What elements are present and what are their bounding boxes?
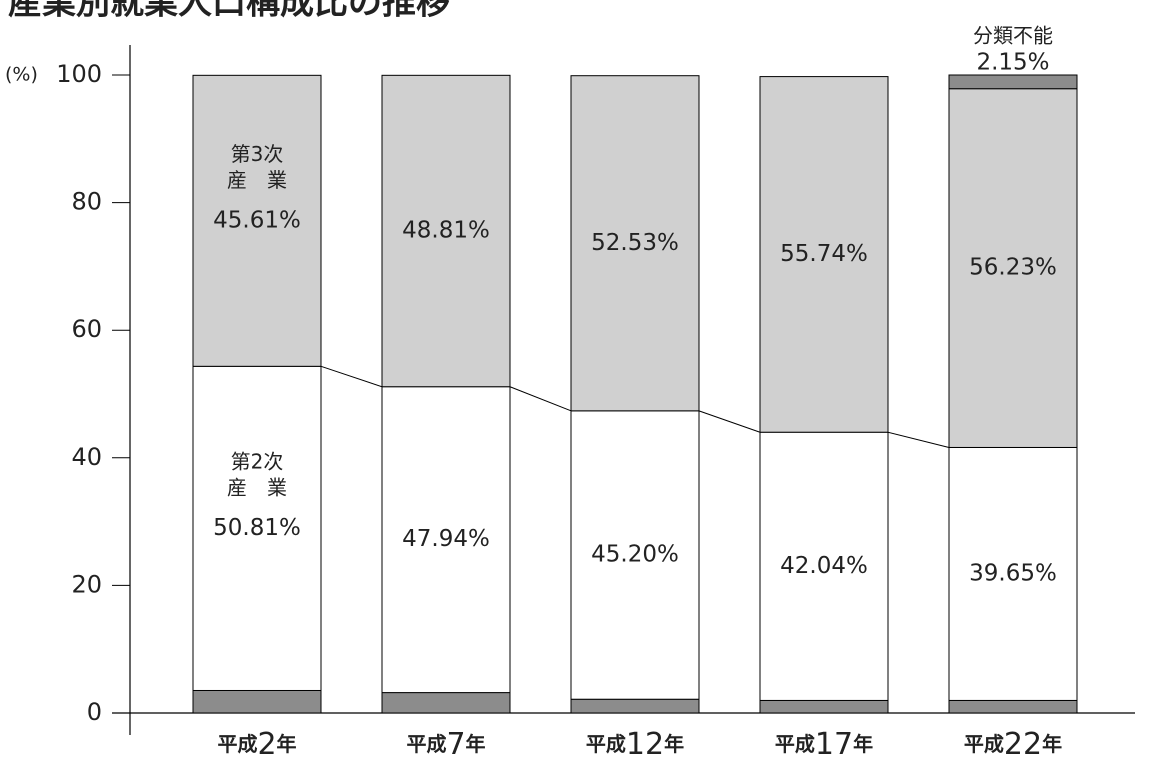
value-label: 45.20% [591,542,679,568]
y-tick-label: 60 [71,315,102,343]
x-tick-part: 12 [626,727,664,762]
bar-segment [192,689,322,714]
x-tick-label: 平成17年 [775,727,873,762]
bar-segment [570,75,700,412]
bar-segment [381,386,511,694]
connector-line [887,431,950,448]
x-tick-part: 年 [1042,732,1062,756]
value-label: 39.65% [969,560,1057,586]
x-tick-part: 平成 [775,732,815,756]
bar-segment [759,76,889,433]
value-label: 47.94% [402,526,490,552]
series-name: 第2次産 業 [227,449,287,499]
value-label: 56.23% [969,255,1057,281]
x-tick-part: 2 [257,727,276,762]
series-name-line: 産 業 [227,167,287,191]
bar-segment [570,698,700,714]
y-tick-label: 40 [71,443,102,471]
y-tick-label: 20 [71,570,102,598]
value-label: 55.74% [780,241,868,267]
series-name: 第3次産 業 [227,141,287,191]
connector-line [320,365,383,388]
x-tick-part: 平成 [406,732,446,756]
connector-line [509,386,572,412]
y-tick-label: 100 [56,60,102,88]
x-tick-part: 年 [664,732,684,756]
series-name: 分類不能 [973,24,1053,48]
x-tick-part: 平成 [964,732,1004,756]
x-tick-part: 平成 [586,732,626,756]
bar-segment [192,74,322,367]
x-tick-part: 7 [446,727,465,762]
bar-segment [570,410,700,700]
bar-segment [948,699,1078,714]
value-label: 42.04% [780,553,868,579]
value-label: 45.61% [213,207,301,233]
x-tick-part: 年 [277,732,297,756]
series-name-line: 第2次 [231,449,284,473]
y-tick-label: 0 [87,698,102,726]
x-tick-label: 平成12年 [586,727,684,762]
bar-segment [948,74,1078,90]
bar-segment [192,365,322,691]
x-tick-part: 22 [1004,727,1042,762]
series-name-line: 産 業 [227,475,287,499]
bar-segment [948,446,1078,701]
value-label: 2.15% [976,50,1049,76]
bar-segment [948,88,1078,448]
x-tick-part: 平成 [217,732,257,756]
bar-segment [759,431,889,701]
y-tick-label: 80 [71,188,102,216]
series-name-line: 第3次 [231,141,284,165]
x-tick-part: 年 [853,732,873,756]
bar-segment [381,692,511,714]
value-label: 52.53% [591,230,679,256]
x-tick-label: 平成7年 [406,727,485,762]
connector-line [698,410,761,433]
y-axis-label: (%) [5,64,38,86]
x-tick-label: 平成2年 [217,727,296,762]
bar-segment [759,699,889,714]
x-tick-part: 17 [815,727,853,762]
value-label: 50.81% [213,515,301,541]
x-tick-label: 平成22年 [964,727,1062,762]
value-label: 48.81% [402,218,490,244]
bar-segment [381,74,511,388]
x-tick-part: 年 [466,732,486,756]
chart-title: 産業別就業人口構成比の推移 [8,0,450,23]
